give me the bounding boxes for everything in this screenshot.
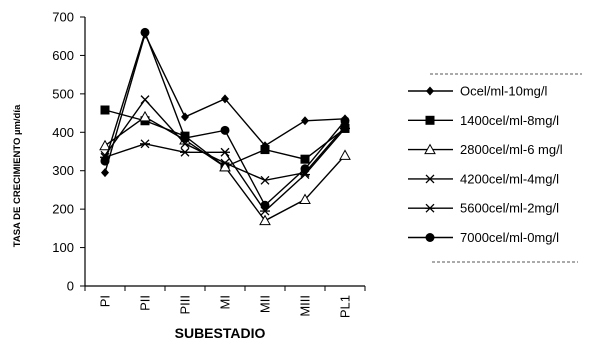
x-axis-title: SUBESTADIO bbox=[175, 325, 266, 341]
data-point bbox=[101, 168, 109, 178]
y-tick-label: 500 bbox=[52, 86, 74, 101]
y-tick-label: 600 bbox=[52, 48, 74, 63]
x-tick-label: PI bbox=[98, 295, 113, 307]
x-tick-label: PIII bbox=[178, 295, 193, 315]
data-point bbox=[260, 175, 270, 185]
legend-marker bbox=[426, 86, 434, 96]
data-point bbox=[220, 125, 230, 135]
y-tick-label: 100 bbox=[52, 240, 74, 255]
data-point bbox=[180, 147, 190, 157]
legend-entry: 7000cel/ml-0mg/l bbox=[408, 230, 559, 245]
data-point bbox=[260, 145, 270, 155]
data-point bbox=[220, 158, 230, 168]
legend-entry: 1400cel/ml-8mg/l bbox=[408, 113, 559, 128]
data-point bbox=[299, 193, 311, 205]
x-tick-label: PL1 bbox=[338, 295, 353, 318]
data-point bbox=[100, 156, 110, 166]
legend-label: 4200cel/ml-4mg/l bbox=[460, 171, 559, 186]
data-point bbox=[221, 94, 229, 104]
data-point bbox=[140, 139, 150, 149]
data-point bbox=[301, 116, 309, 126]
x-tick-label: MIII bbox=[298, 295, 313, 317]
data-point bbox=[259, 214, 271, 226]
legend-marker bbox=[425, 115, 435, 125]
data-point bbox=[180, 133, 190, 143]
series-1 bbox=[101, 29, 349, 178]
data-point bbox=[339, 149, 351, 160]
legend-label: 2800cel/ml-6 mg/l bbox=[460, 142, 563, 157]
legend-label: Ocel/ml-10mg/l bbox=[460, 84, 548, 99]
data-point bbox=[220, 147, 230, 157]
y-tick-label: 700 bbox=[52, 10, 74, 25]
data-point bbox=[260, 200, 270, 210]
x-tick-label: MII bbox=[258, 295, 273, 313]
x-tick-label: PII bbox=[138, 295, 153, 311]
legend: Ocel/ml-10mg/l 1400cel/ml-8mg/l 2800cel/ml… bbox=[408, 73, 582, 263]
axes: 0 100 200 300 400 500 600 700 PI PII PIII MI MII MIII… bbox=[52, 10, 366, 318]
legend-entry: Ocel/ml-10mg/l bbox=[408, 84, 548, 99]
data-point bbox=[99, 139, 111, 151]
legend-entry: 4200cel/ml-4mg/l bbox=[408, 171, 559, 186]
legend-marker bbox=[425, 203, 435, 213]
legend-label: 7000cel/ml-0mg/l bbox=[460, 230, 559, 245]
data-point bbox=[140, 95, 150, 105]
legend-marker bbox=[425, 233, 435, 242]
legend-marker bbox=[425, 174, 435, 184]
legend-marker bbox=[424, 143, 436, 155]
data-point bbox=[300, 154, 310, 164]
data-point bbox=[139, 110, 151, 122]
x-tick-label: MI bbox=[218, 295, 233, 309]
data-point bbox=[300, 164, 310, 174]
legend-label: 1400cel/ml-8mg/l bbox=[460, 113, 559, 128]
series-6 bbox=[100, 27, 350, 210]
y-axis-title: TASA DE CRECIMIENTO µm/día bbox=[12, 104, 23, 247]
y-tick-label: 0 bbox=[67, 279, 74, 294]
data-point bbox=[181, 112, 189, 122]
data-point bbox=[100, 105, 110, 115]
data-point bbox=[340, 116, 350, 126]
series-layer bbox=[99, 27, 351, 226]
data-point bbox=[340, 123, 350, 133]
y-tick-label: 200 bbox=[52, 202, 74, 217]
y-tick-label: 300 bbox=[52, 163, 74, 178]
y-tick-label: 400 bbox=[52, 125, 74, 140]
data-point bbox=[140, 27, 150, 37]
legend-label: 5600cel/ml-2mg/l bbox=[460, 201, 559, 216]
legend-entry: 2800cel/ml-6 mg/l bbox=[408, 142, 563, 157]
legend-entry: 5600cel/ml-2mg/l bbox=[408, 201, 559, 216]
